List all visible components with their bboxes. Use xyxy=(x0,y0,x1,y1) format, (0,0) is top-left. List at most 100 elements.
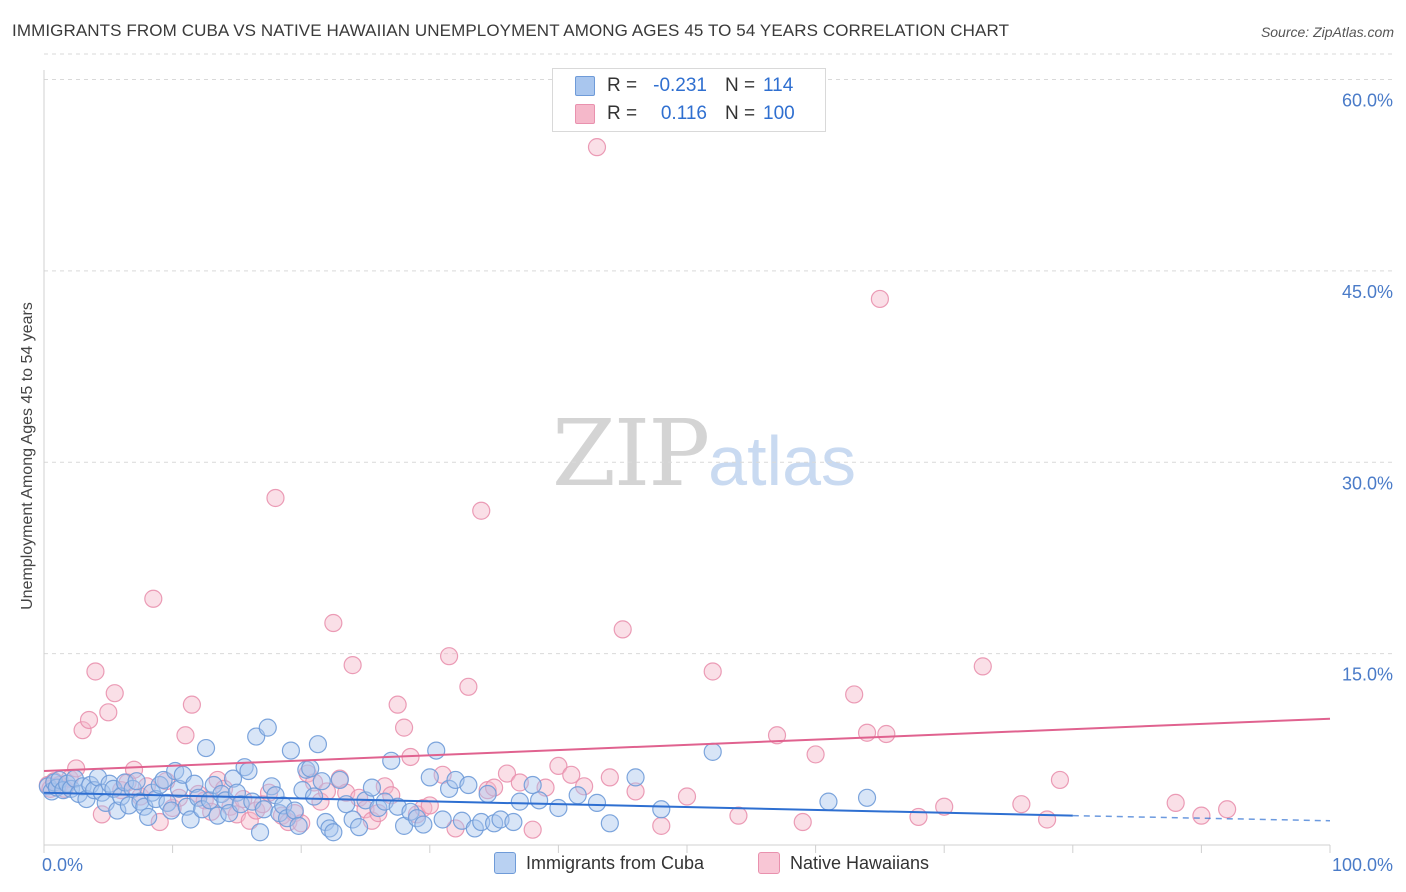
point-hawaiian xyxy=(459,677,478,696)
point-hawaiian xyxy=(562,765,581,784)
point-hawaiian xyxy=(909,807,928,827)
point-hawaiian xyxy=(343,656,362,675)
point-cuba xyxy=(304,787,324,806)
point-hawaiian xyxy=(549,756,568,776)
point-hawaiian xyxy=(92,805,111,824)
point-hawaiian xyxy=(472,501,491,520)
point-cuba xyxy=(254,800,274,819)
point-cuba xyxy=(530,791,549,810)
point-hawaiian xyxy=(1037,810,1057,829)
chart-title: IMMIGRANTS FROM CUBA VS NATIVE HAWAIIAN … xyxy=(12,21,1010,40)
y-tick-label: 15.0% xyxy=(1342,665,1393,685)
point-hawaiian xyxy=(240,811,259,830)
point-cuba xyxy=(652,800,671,819)
point-hawaiian xyxy=(626,782,645,801)
point-hawaiian xyxy=(1050,770,1070,790)
point-cuba xyxy=(439,779,459,798)
point-hawaiian xyxy=(144,589,163,608)
trend-line-cuba xyxy=(43,791,1073,817)
point-hawaiian xyxy=(1192,806,1211,825)
point-hawaiian xyxy=(324,613,343,633)
point-cuba xyxy=(208,806,227,825)
point-hawaiian xyxy=(73,721,92,740)
point-cuba xyxy=(162,801,181,820)
point-cuba xyxy=(472,812,491,832)
point-cuba xyxy=(349,818,369,837)
point-cuba xyxy=(337,795,356,814)
point-hawaiian xyxy=(587,138,607,157)
point-cuba xyxy=(127,772,146,791)
point-cuba xyxy=(308,735,328,754)
point-cuba xyxy=(324,823,343,842)
x-tick-label: 100.0% xyxy=(1332,855,1393,875)
point-hawaiian xyxy=(845,685,864,704)
point-hawaiian xyxy=(652,816,671,835)
point-cuba xyxy=(819,792,838,811)
legend-n-value: 100 xyxy=(763,103,795,124)
source-label: Source: ZipAtlas.com xyxy=(1260,24,1394,40)
legend-item-label: Immigrants from Cuba xyxy=(526,852,705,873)
point-hawaiian xyxy=(600,768,619,787)
point-cuba xyxy=(568,786,587,805)
point-cuba xyxy=(108,801,127,820)
y-tick-label: 45.0% xyxy=(1342,282,1393,302)
point-hawaiian xyxy=(266,488,285,508)
point-hawaiian xyxy=(86,662,105,681)
point-cuba xyxy=(189,788,208,807)
point-cuba xyxy=(266,786,285,805)
legend-row-cuba: R = -0.231 N = 114 xyxy=(575,73,793,99)
legend-r-value: -0.231 xyxy=(653,75,707,96)
point-hawaiian xyxy=(99,703,118,722)
point-hawaiian xyxy=(105,684,124,703)
legend-item-hawaiian[interactable]: Native Hawaiians xyxy=(758,852,929,874)
point-hawaiian xyxy=(703,662,722,681)
point-hawaiian xyxy=(793,812,812,832)
point-hawaiian xyxy=(613,620,632,639)
point-cuba xyxy=(626,768,645,787)
point-cuba xyxy=(478,784,497,804)
point-hawaiian xyxy=(523,820,542,839)
point-hawaiian xyxy=(1166,793,1185,812)
legend-swatch-blue xyxy=(494,852,516,874)
point-hawaiian xyxy=(388,695,407,714)
point-hawaiian xyxy=(420,796,439,815)
point-cuba xyxy=(330,770,349,790)
point-cuba xyxy=(185,774,204,793)
point-hawaiian xyxy=(729,806,748,825)
legend-swatch-pink xyxy=(758,852,780,874)
y-tick-label: 60.0% xyxy=(1342,91,1393,111)
point-hawaiian xyxy=(150,812,169,832)
point-cuba xyxy=(223,769,243,788)
point-cuba xyxy=(703,742,722,761)
point-hawaiian xyxy=(124,760,144,779)
x-tick-label: 0.0% xyxy=(42,855,83,875)
legend-item-cuba[interactable]: Immigrants from Cuba xyxy=(494,852,704,874)
series-legend: Immigrants from Cuba Native Hawaiians xyxy=(0,852,1406,878)
point-cuba xyxy=(231,795,250,814)
trend-line-cuba-projection xyxy=(1072,814,1331,822)
legend-n-label: N = xyxy=(725,75,756,96)
point-cuba xyxy=(196,738,216,758)
point-cuba xyxy=(587,793,607,812)
legend-n-value: 114 xyxy=(763,75,794,96)
point-cuba xyxy=(139,807,158,827)
point-cuba xyxy=(414,815,433,834)
point-hawaiian xyxy=(375,777,394,796)
point-cuba xyxy=(510,792,529,811)
point-cuba xyxy=(285,801,304,820)
legend-swatch-blue xyxy=(575,76,595,96)
point-cuba xyxy=(382,751,401,770)
point-hawaiian xyxy=(973,657,992,676)
point-cuba xyxy=(250,823,270,842)
point-cuba xyxy=(281,741,301,760)
point-hawaiian xyxy=(439,647,459,666)
point-cuba xyxy=(104,779,123,798)
point-cuba xyxy=(420,768,439,787)
watermark-atlas: atlas xyxy=(708,422,857,500)
legend-item-label: Native Hawaiians xyxy=(790,852,930,873)
y-tick-label: 30.0% xyxy=(1342,473,1393,493)
point-hawaiian xyxy=(176,726,195,745)
legend-r-value: 0.116 xyxy=(660,103,707,124)
point-cuba xyxy=(289,816,308,835)
legend-swatch-pink xyxy=(575,104,595,124)
